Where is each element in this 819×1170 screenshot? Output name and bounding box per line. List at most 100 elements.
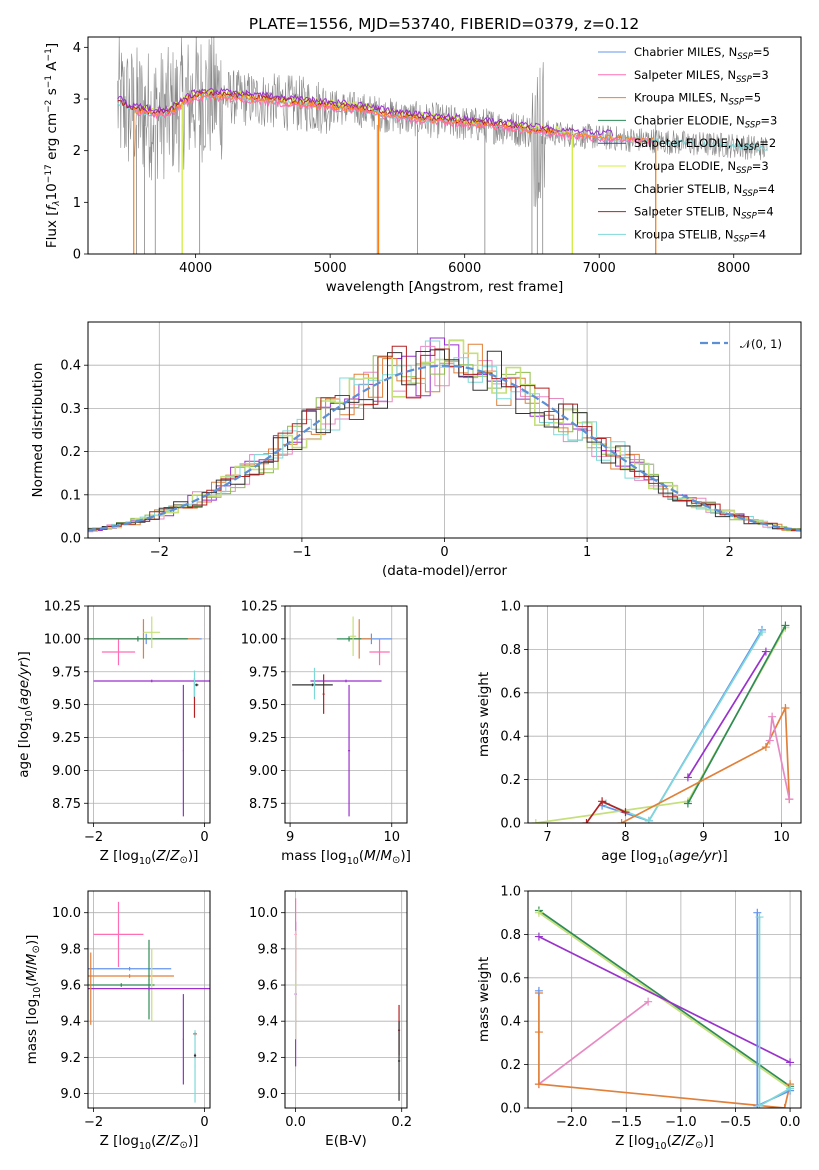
- legend-entry: Chabrier STELIB, NSSP=4: [634, 182, 775, 199]
- axes-frame: [527, 890, 802, 1109]
- weight-marker: [621, 808, 630, 817]
- histogram-plot: [88, 337, 801, 533]
- weight-marker: [534, 908, 543, 917]
- x-tick-label: 2: [726, 545, 734, 560]
- weight-line: [538, 912, 791, 1090]
- weight-marker: [786, 1058, 795, 1067]
- y-tick-label: 9.6: [60, 979, 81, 994]
- x-tick-label: −1.5: [610, 1115, 642, 1130]
- y-tick-label: 0.0: [60, 532, 81, 547]
- weight-vs-z-xlabel: Z [log10(Z/Z⊙)]: [615, 1133, 714, 1152]
- x-tick-label: 0.0: [780, 1115, 801, 1130]
- model-spectrum: [133, 92, 654, 144]
- age-vs-z-plot: [88, 616, 210, 817]
- legend-entry: Salpeter MILES, NSSP=3: [634, 68, 769, 85]
- y-tick-label: 9.75: [249, 665, 278, 680]
- y-tick-label: 9.00: [249, 764, 278, 779]
- weight-marker: [683, 773, 692, 782]
- y-tick-label: 9.25: [52, 731, 81, 746]
- mass-vs-z-plot: [88, 901, 210, 1103]
- y-tick-label: 0.4: [500, 1015, 521, 1030]
- weight-marker: [755, 1101, 764, 1108]
- errorbar-point: [292, 683, 333, 687]
- y-tick-label: 0.2: [500, 773, 521, 788]
- axes-frame: [87, 890, 211, 1109]
- weight-marker: [761, 743, 770, 752]
- mass-vs-ebv-plot: [294, 898, 401, 1101]
- gaussian-curve: [88, 364, 801, 532]
- model-spectrum: [117, 88, 560, 135]
- weight-marker: [644, 816, 653, 823]
- errorbar-point: [93, 679, 210, 683]
- legend-gaussian: 𝒩(0, 1): [740, 337, 782, 351]
- weight-marker: [780, 1104, 789, 1108]
- legend-entry: Kroupa MILES, NSSP=5: [634, 91, 761, 108]
- mass-vs-ebv-axes: [285, 891, 407, 1108]
- weight-marker: [761, 647, 770, 656]
- legend-entry: Chabrier MILES, NSSP=5: [634, 45, 770, 62]
- errorbar-point: [88, 974, 174, 978]
- errorbar-point: [193, 670, 196, 697]
- y-tick-label: 10.00: [44, 632, 81, 647]
- weight-marker: [786, 1084, 795, 1093]
- errorbar-point: [369, 638, 390, 666]
- weight-marker: [598, 797, 607, 806]
- x-tick-label: −2.0: [556, 1115, 588, 1130]
- residual-histogram: [88, 340, 801, 532]
- errorbar-point: [88, 636, 188, 642]
- age-vs-z-frame: −2 0 8.75 9.00 9.25 9.50 9.75 10.00 10.25: [44, 600, 211, 845]
- x-tick-label: 1: [583, 545, 591, 560]
- weight-line: [601, 629, 763, 822]
- y-tick-label: 0.4: [500, 730, 521, 745]
- y-tick-label: 9.2: [60, 1051, 81, 1066]
- x-tick-label: 7: [543, 830, 551, 845]
- errorbar-point: [88, 966, 172, 971]
- errorbar-point: [93, 901, 144, 967]
- weight-vs-z-plot: [534, 906, 795, 1108]
- weight-marker: [758, 628, 766, 637]
- weight-line: [605, 631, 763, 822]
- weight-vs-age-frame: 7 8 9 10 0.0 0.2 0.4 0.6 0.8 1.0: [500, 600, 802, 845]
- weight-line: [538, 993, 791, 1108]
- age-vs-mass-xlabel: mass [log10(M/M⊙)]: [281, 848, 411, 867]
- age-vs-mass-frame: 9 10 8.75 9.00 9.25 9.50 9.75 10.00 10.25: [241, 600, 408, 845]
- x-tick-label: 0.0: [285, 1115, 306, 1130]
- errorbar-point: [88, 983, 155, 987]
- y-tick-label: 0.8: [500, 928, 521, 943]
- errorbar-point: [310, 679, 382, 683]
- mass-vs-ebv-xlabel: E(B-V): [325, 1133, 367, 1149]
- errorbar-point: [348, 684, 351, 817]
- weight-vs-z-frame: −2.0 −1.5 −1.0 −0.5 0.0 0.0 0.2 0.4 0.6 0.8 1.0: [500, 885, 802, 1130]
- errorbar-point: [322, 674, 325, 714]
- y-tick-label: 9.8: [60, 942, 81, 957]
- weight-line: [687, 625, 787, 804]
- y-tick-label: 0.6: [500, 686, 521, 701]
- weight-marker: [534, 932, 543, 941]
- axes-frame: [284, 890, 408, 1109]
- weight-vs-age-xlabel: age [log10(age/yr)]: [601, 848, 727, 867]
- errorbar-point: [182, 684, 184, 817]
- x-tick-label: 8000: [717, 261, 750, 276]
- spectrum-legend: Chabrier MILES, NSSP=5 Salpeter MILES, NS…: [598, 45, 777, 244]
- y-tick-label: 10.0: [249, 906, 278, 921]
- y-tick-label: 0.3: [60, 402, 81, 417]
- mass-vs-z-xlabel: Z [log10(Z/Z⊙)]: [100, 1133, 199, 1152]
- residual-histogram: [88, 345, 801, 532]
- legend-entry: Kroupa STELIB, NSSP=4: [634, 227, 766, 244]
- errorbar-point: [101, 638, 136, 666]
- x-tick-label: 0: [200, 1115, 208, 1130]
- errorbar-point: [143, 616, 161, 649]
- errorbar-point: [195, 683, 199, 687]
- axes-frame: [284, 605, 408, 824]
- y-tick-label: 0.1: [60, 488, 81, 503]
- x-tick-label: 10: [773, 830, 790, 845]
- x-tick-label: −1: [292, 545, 311, 560]
- mass-vs-z-ylabel: mass [log10(M/M⊙)]: [24, 935, 43, 1065]
- weight-marker: [644, 997, 653, 1006]
- errorbar-point: [88, 986, 210, 991]
- weight-line: [538, 909, 791, 1087]
- age-vs-mass-axes: [285, 605, 407, 823]
- weight-marker: [785, 795, 794, 804]
- axes-frame: [527, 605, 802, 824]
